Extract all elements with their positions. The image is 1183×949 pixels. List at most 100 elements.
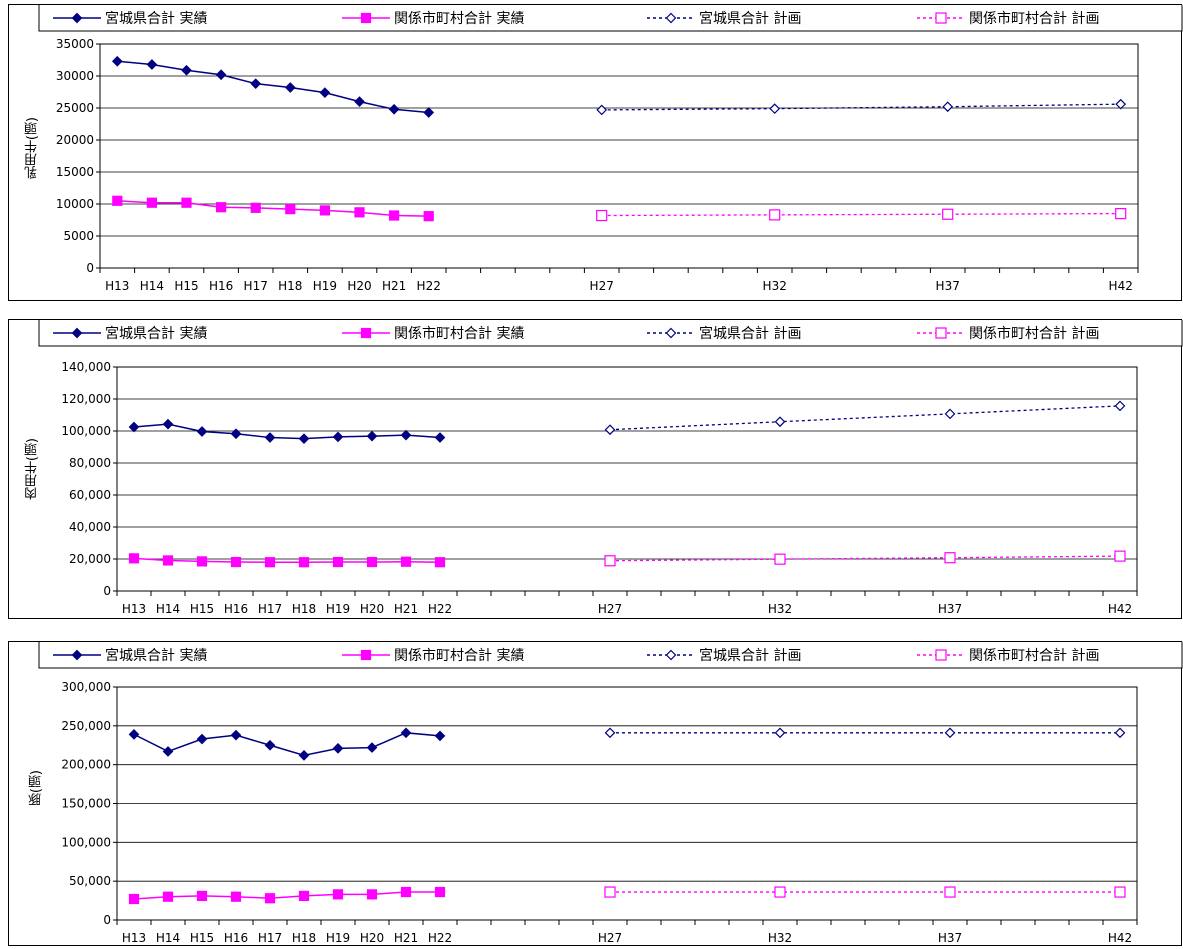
data-point: [112, 195, 123, 206]
y-tick-label: 250,000: [61, 719, 111, 733]
data-point: [298, 433, 310, 445]
data-point: [366, 430, 378, 442]
data-point: [423, 211, 434, 222]
data-point: [942, 101, 954, 113]
y-tick-label: 120,000: [61, 392, 111, 406]
x-tick-label: H17: [258, 931, 282, 945]
series-line: [133, 423, 441, 440]
x-tick-label: H15: [190, 602, 214, 616]
data-point: [400, 727, 412, 739]
data-point: [604, 424, 616, 436]
data-point: [146, 197, 157, 208]
data-point: [354, 96, 365, 107]
data-point: [250, 78, 262, 90]
chart-pigs: 0 50,000 100,000 150,000 200,000 250,000 300,0…: [8, 641, 1183, 946]
data-point: [196, 426, 208, 437]
data-point: [354, 207, 365, 218]
chart-dairy-cattle: 0 5000 10000 15000 20000 25000 30000 35000 H13 H1…: [8, 4, 1183, 301]
legend-marker: [665, 649, 677, 661]
legend: 宮城県合計 実績 関係市町村合計 実績 宮城県合計 計画 関係市町村合計 計画: [38, 5, 1183, 32]
y-tick-label: 0: [103, 913, 111, 927]
data-point: [332, 743, 344, 754]
data-point: [604, 886, 616, 898]
data-point: [298, 557, 310, 568]
legend-label: 宮城県合計 実績: [105, 11, 207, 27]
data-point: [146, 59, 158, 70]
legend-marker: [935, 327, 947, 339]
x-tick-label: H42: [1108, 602, 1132, 616]
data-point: [264, 432, 276, 443]
data-point: [319, 87, 331, 98]
data-point: [264, 893, 276, 904]
x-tick-label: H16: [209, 279, 233, 293]
data-point: [162, 418, 174, 430]
data-point: [366, 556, 378, 568]
plot-area: [99, 43, 1139, 269]
data-point: [128, 729, 140, 740]
legend-label: 宮城県合計 実績: [105, 326, 207, 342]
data-point: [264, 557, 276, 568]
y-tick-label: 25000: [56, 101, 94, 115]
x-tick-label: H17: [244, 279, 268, 293]
plot-area: [116, 366, 1138, 592]
legend-marker: [360, 649, 372, 661]
x-tick-label: H42: [1108, 931, 1132, 945]
x-tick-label: H37: [936, 279, 960, 293]
data-point: [215, 69, 227, 81]
data-point: [1115, 98, 1127, 110]
y-tick-label: 60,000: [69, 488, 111, 502]
x-tick-label: H16: [224, 602, 248, 616]
legend-label: 宮城県合計 実績: [105, 648, 207, 664]
x-tick-label: H22: [417, 279, 441, 293]
data-point: [111, 55, 123, 67]
legend: 宮城県合計 実績 関係市町村合計 実績 宮城県合計 計画 関係市町村合計 計画: [38, 320, 1183, 347]
data-point: [284, 82, 296, 93]
data-point: [604, 727, 616, 739]
legend-marker: [935, 649, 947, 661]
y-tick-label: 40,000: [69, 520, 111, 534]
series-3: [596, 208, 1127, 222]
data-point: [769, 103, 781, 114]
data-point: [196, 556, 208, 567]
y-tick-label: 30000: [56, 69, 94, 83]
data-point: [1114, 886, 1126, 898]
chart-svg: 0 20,000 40,000 60,000 80,000 100,000 120,000 1…: [38, 320, 1183, 616]
y-tick-label: 300,000: [61, 680, 111, 694]
series-2: [604, 727, 1126, 739]
x-tick-label: H13: [105, 279, 129, 293]
data-point: [366, 742, 378, 753]
y-tick-label: 100,000: [61, 424, 111, 438]
data-point: [285, 204, 296, 215]
legend-marker: [665, 12, 677, 24]
data-point: [216, 202, 227, 213]
x-tick-label: H32: [768, 602, 792, 616]
legend: 宮城県合計 実績 関係市町村合計 実績 宮城県合計 計画 関係市町村合計 計画: [38, 642, 1183, 669]
data-point: [434, 432, 446, 443]
data-point: [332, 556, 344, 568]
data-point: [774, 553, 786, 565]
data-point: [389, 210, 400, 221]
series-line: [117, 200, 429, 217]
y-tick-label: 20000: [56, 133, 94, 147]
series-2: [604, 400, 1126, 436]
x-tick-label: H42: [1109, 279, 1133, 293]
data-point: [128, 553, 140, 564]
legend-label: 関係市町村合計 計画: [969, 325, 1099, 342]
x-tick-label: H18: [292, 602, 316, 616]
data-point: [944, 552, 956, 564]
data-point: [1114, 550, 1126, 562]
y-axis-label: 豚(頭): [29, 770, 44, 807]
x-tick-label: H27: [598, 602, 622, 616]
y-tick-label: 0: [86, 261, 94, 275]
x-tick-label: H37: [938, 602, 962, 616]
legend-marker: [665, 327, 677, 339]
data-point: [264, 739, 276, 751]
x-tick-label: H20: [360, 931, 384, 945]
y-tick-label: 80,000: [69, 456, 111, 470]
y-tick-label: 0: [103, 584, 111, 598]
x-tick-label: H22: [428, 602, 452, 616]
series-line: [133, 891, 440, 900]
y-tick-label: 150,000: [61, 797, 111, 811]
series-3: [604, 550, 1126, 567]
data-point: [366, 889, 378, 900]
